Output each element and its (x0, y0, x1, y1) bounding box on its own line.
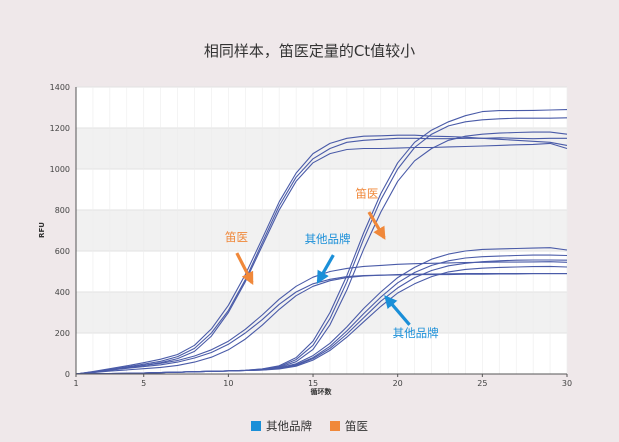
y-tick-label: 800 (55, 206, 70, 215)
y-axis-title: RFU (38, 222, 46, 238)
annotation-label: 其他品牌 (305, 232, 351, 246)
annotation-label: 其他品牌 (393, 326, 439, 340)
x-tick-label: 5 (141, 379, 146, 388)
x-tick-label: 30 (562, 379, 572, 388)
chart-title: 相同样本，笛医定量的Ct值较小 (203, 42, 416, 60)
x-tick-label: 10 (223, 379, 233, 388)
axes (75, 87, 567, 375)
legend-swatch-blue (251, 421, 261, 431)
y-tick-label: 600 (55, 247, 70, 256)
legend-swatch-orange (330, 421, 340, 431)
legend-item-diyi[interactable]: 笛医 (330, 418, 368, 434)
legend-item-other-brand[interactable]: 其他品牌 (251, 418, 312, 434)
annotation-arrow (384, 295, 411, 326)
series-line-2 (75, 134, 568, 375)
annotation-arrow (367, 211, 386, 240)
x-tick-label: 15 (308, 379, 318, 388)
annotation-arrow (235, 252, 254, 286)
series-line-13 (75, 265, 568, 375)
annotation-label: 笛医 (225, 230, 248, 244)
x-tick-label: 20 (393, 379, 403, 388)
x-tick-label: 25 (477, 379, 487, 388)
annotation-label: 笛医 (355, 187, 378, 201)
legend-label: 其他品牌 (266, 419, 312, 433)
legend-label: 笛医 (345, 419, 368, 433)
y-tick-label: 1400 (50, 83, 70, 92)
y-tick-label: 400 (55, 288, 70, 297)
x-tick-label: 1 (73, 379, 78, 388)
y-tick-label: 0 (65, 370, 70, 379)
annotation-arrow (316, 254, 335, 284)
y-tick-label: 200 (55, 329, 70, 338)
y-tick-label: 1000 (50, 165, 70, 174)
x-axis-title: 循环数 (311, 387, 333, 396)
legend: 其他品牌 笛医 (0, 418, 619, 434)
y-tick-label: 1200 (50, 124, 70, 133)
grid-band (76, 210, 567, 251)
